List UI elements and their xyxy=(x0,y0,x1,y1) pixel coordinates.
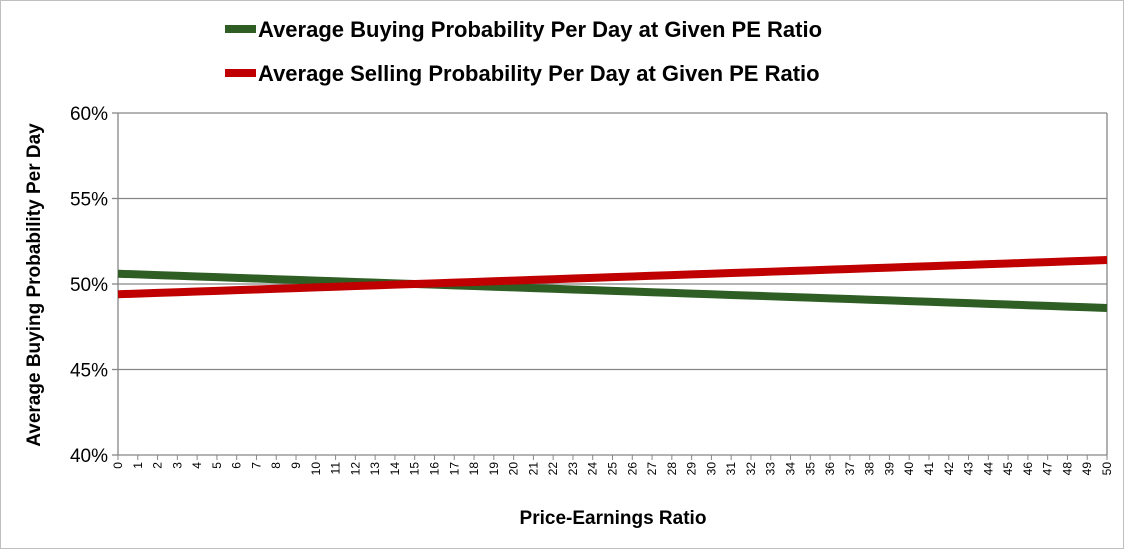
x-tick-label: 19 xyxy=(487,462,501,476)
x-tick-label: 9 xyxy=(289,462,303,469)
x-tick-label: 39 xyxy=(882,462,896,476)
x-tick-label: 25 xyxy=(606,462,620,476)
x-tick-label: 42 xyxy=(942,462,956,476)
x-tick-label: 16 xyxy=(427,462,441,476)
y-tick-label: 40% xyxy=(70,446,108,467)
x-tick-label: 0 xyxy=(111,462,125,469)
x-tick-label: 15 xyxy=(408,462,422,476)
x-tick-label: 46 xyxy=(1021,462,1035,476)
x-tick-label: 21 xyxy=(526,462,540,476)
x-tick-label: 3 xyxy=(170,462,184,469)
legend-label-0: Average Buying Probability Per Day at Gi… xyxy=(258,17,822,42)
axes: 40%45%50%55%60%0 1 2 3 4 5 6 7 8 9 10 11 12 13 14 15 16 1… xyxy=(70,104,1114,475)
x-tick-label: 1 xyxy=(131,462,145,469)
x-tick-label: 6 xyxy=(230,462,244,469)
x-tick-label: 36 xyxy=(823,462,837,476)
x-tick-label: 10 xyxy=(309,462,323,476)
x-tick-label: 24 xyxy=(586,462,600,476)
x-tick-label: 45 xyxy=(1001,462,1015,476)
x-tick-label: 4 xyxy=(190,462,204,469)
y-axis-label: Average Buying Probability Per Day xyxy=(24,123,45,447)
x-tick-label: 7 xyxy=(249,462,263,469)
x-tick-label: 27 xyxy=(645,462,659,476)
x-tick-label: 40 xyxy=(902,462,916,476)
x-tick-label: 11 xyxy=(329,462,343,475)
x-tick-label: 22 xyxy=(546,462,560,476)
x-tick-label: 8 xyxy=(269,462,283,469)
x-tick-label: 43 xyxy=(962,462,976,476)
x-tick-label: 12 xyxy=(348,462,362,476)
x-tick-label: 47 xyxy=(1041,462,1055,476)
x-tick-label: 20 xyxy=(507,462,521,476)
x-tick-label: 18 xyxy=(467,462,481,476)
x-tick-label: 31 xyxy=(724,462,738,476)
x-tick-label: 49 xyxy=(1080,462,1094,476)
y-tick-label: 50% xyxy=(70,275,108,296)
series-group xyxy=(117,256,1108,312)
x-tick-label: 34 xyxy=(784,462,798,476)
x-tick-label: 35 xyxy=(803,462,817,476)
x-tick-label: 50 xyxy=(1100,462,1114,476)
y-tick-label: 45% xyxy=(70,361,108,382)
x-tick-label: 32 xyxy=(744,462,758,476)
y-tick-label: 60% xyxy=(70,104,108,125)
y-tick-label: 55% xyxy=(70,190,108,211)
x-tick-label: 38 xyxy=(863,462,877,476)
x-tick-label: 26 xyxy=(625,462,639,476)
x-tick-label: 41 xyxy=(922,462,936,476)
x-tick-label: 28 xyxy=(665,462,679,476)
x-tick-label: 37 xyxy=(843,462,857,476)
series-line-0 xyxy=(117,269,1108,312)
x-tick-label: 13 xyxy=(368,462,382,476)
x-tick-label: 29 xyxy=(685,462,699,476)
x-tick-label: 33 xyxy=(764,462,778,476)
x-axis-label: Price-Earnings Ratio xyxy=(520,508,707,529)
x-tick-label: 30 xyxy=(704,462,718,476)
series-line-1 xyxy=(117,256,1108,299)
x-tick-label: 17 xyxy=(447,462,461,476)
x-tick-label: 2 xyxy=(151,462,165,469)
x-tick-label: 5 xyxy=(210,462,224,469)
x-tick-label: 14 xyxy=(388,462,402,476)
x-tick-label: 44 xyxy=(981,462,995,476)
legend-label-1: Average Selling Probability Per Day at G… xyxy=(258,61,820,86)
x-tick-label: 23 xyxy=(566,462,580,476)
gridlines xyxy=(118,112,1107,456)
x-tick-label: 48 xyxy=(1060,462,1074,476)
legend: Average Buying Probability Per Day at Gi… xyxy=(225,17,822,86)
